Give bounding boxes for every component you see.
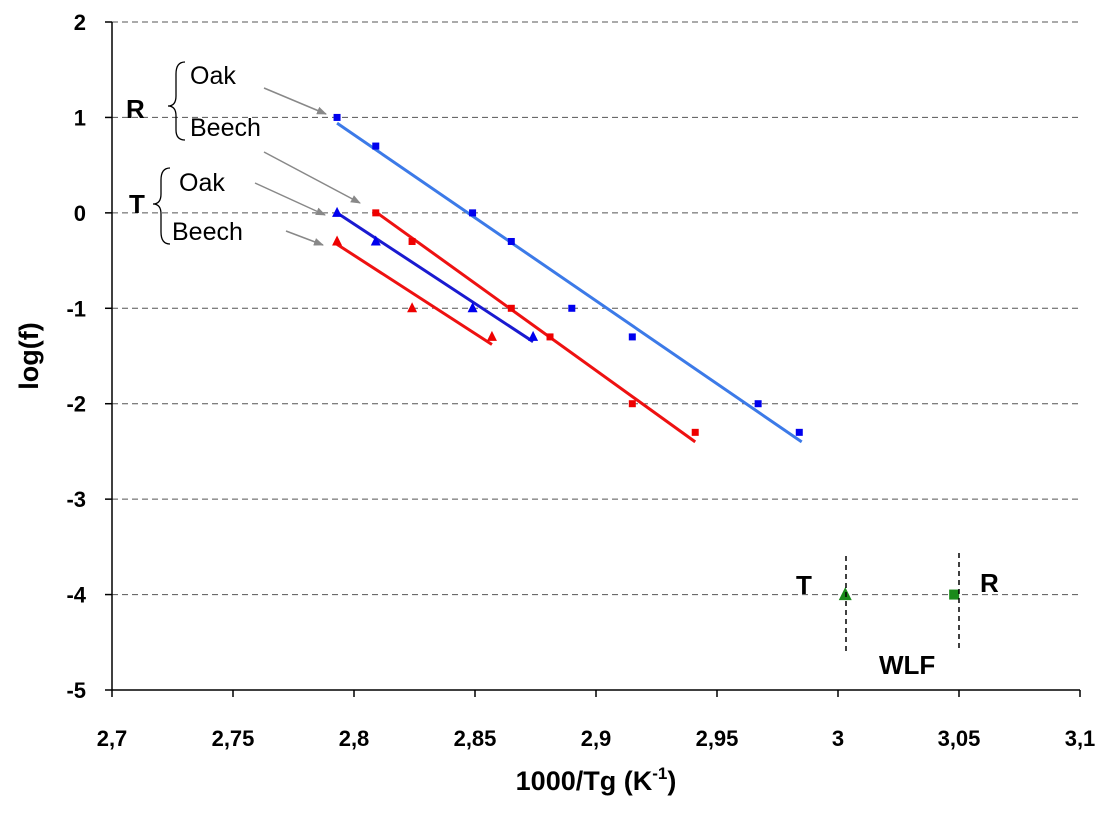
t-beech-arrow xyxy=(285,230,324,246)
t-oak-point xyxy=(370,235,381,246)
x-tick-label: 3 xyxy=(832,726,844,751)
y-tick-label: 1 xyxy=(74,105,86,130)
t-beech-label: Beech xyxy=(172,218,243,246)
x-tick-label: 2,8 xyxy=(339,726,370,751)
r-oak-arrow xyxy=(263,87,327,115)
x-tick-label: 2,9 xyxy=(581,726,612,751)
r-brace xyxy=(167,61,186,141)
x-tick-label: 2,75 xyxy=(212,726,255,751)
y-tick-label: -4 xyxy=(66,583,86,608)
fit-lines xyxy=(336,121,803,444)
r-group-annotation: R Oak Beech xyxy=(126,61,361,204)
x-tick-label: 3,1 xyxy=(1065,726,1096,751)
t-oak-point xyxy=(467,302,478,313)
y-axis-title: log(f) xyxy=(14,322,44,389)
x-axis-title: 1000/Tg (K-1) xyxy=(516,764,677,796)
t-oak-point xyxy=(332,206,343,217)
r-oak-point xyxy=(469,209,477,217)
data-points xyxy=(332,113,960,601)
t-group-annotation: T Oak Beech xyxy=(129,167,326,246)
t-beech-point xyxy=(332,235,343,246)
r-oak-point xyxy=(568,304,576,312)
r-beech-point xyxy=(546,333,554,341)
wlf-label: WLF xyxy=(879,650,935,680)
x-tick-label: 3,05 xyxy=(938,726,981,751)
t-brace xyxy=(152,167,171,245)
y-tick-label: 0 xyxy=(74,201,86,226)
r-beech-point xyxy=(507,304,515,312)
t-beech-point xyxy=(486,330,497,341)
wlf-t-label: T xyxy=(796,570,812,600)
r-oak-point xyxy=(333,113,341,121)
r-oak-point xyxy=(754,400,762,408)
wlf-annotation: T R WLF xyxy=(796,553,999,680)
wlf-r-label: R xyxy=(980,568,999,598)
y-ticks: 2 1 0 -1 -2 -3 -4 -5 xyxy=(66,10,112,703)
x-tick-label: 2,85 xyxy=(454,726,497,751)
y-tick-label: 2 xyxy=(74,10,86,35)
t-oak-fit-line xyxy=(336,211,534,343)
r-oak-point xyxy=(372,142,380,150)
x-ticks: 2,7 2,75 2,8 2,85 2,9 2,95 3 3,05 3,1 xyxy=(97,690,1096,751)
t-beech-fit-line xyxy=(336,243,493,346)
t-group-label: T xyxy=(129,189,145,219)
wlf-r-point xyxy=(949,589,960,600)
t-oak-label: Oak xyxy=(179,169,225,197)
r-beech-label: Beech xyxy=(190,114,261,142)
r-group-label: R xyxy=(126,94,145,124)
x-tick-label: 2,95 xyxy=(696,726,739,751)
y-tick-label: -5 xyxy=(66,678,86,703)
y-tick-label: -2 xyxy=(66,392,86,417)
r-oak-label: Oak xyxy=(190,62,236,90)
t-oak-arrow xyxy=(254,182,326,216)
gridlines xyxy=(112,21,1080,596)
r-oak-point xyxy=(628,333,636,341)
x-tick-label: 2,7 xyxy=(97,726,128,751)
r-oak-fit-line xyxy=(336,121,803,444)
r-beech-arrow xyxy=(263,151,361,204)
t-oak-point xyxy=(528,330,539,341)
r-beech-point xyxy=(408,237,416,245)
r-beech-point xyxy=(628,400,636,408)
r-beech-point xyxy=(372,209,380,217)
r-beech-fit-line xyxy=(374,210,697,444)
r-beech-point xyxy=(691,428,699,436)
t-beech-point xyxy=(407,302,418,313)
r-oak-point xyxy=(507,237,515,245)
y-tick-label: -3 xyxy=(66,487,86,512)
y-tick-label: -1 xyxy=(66,296,86,321)
r-oak-point xyxy=(795,428,803,436)
